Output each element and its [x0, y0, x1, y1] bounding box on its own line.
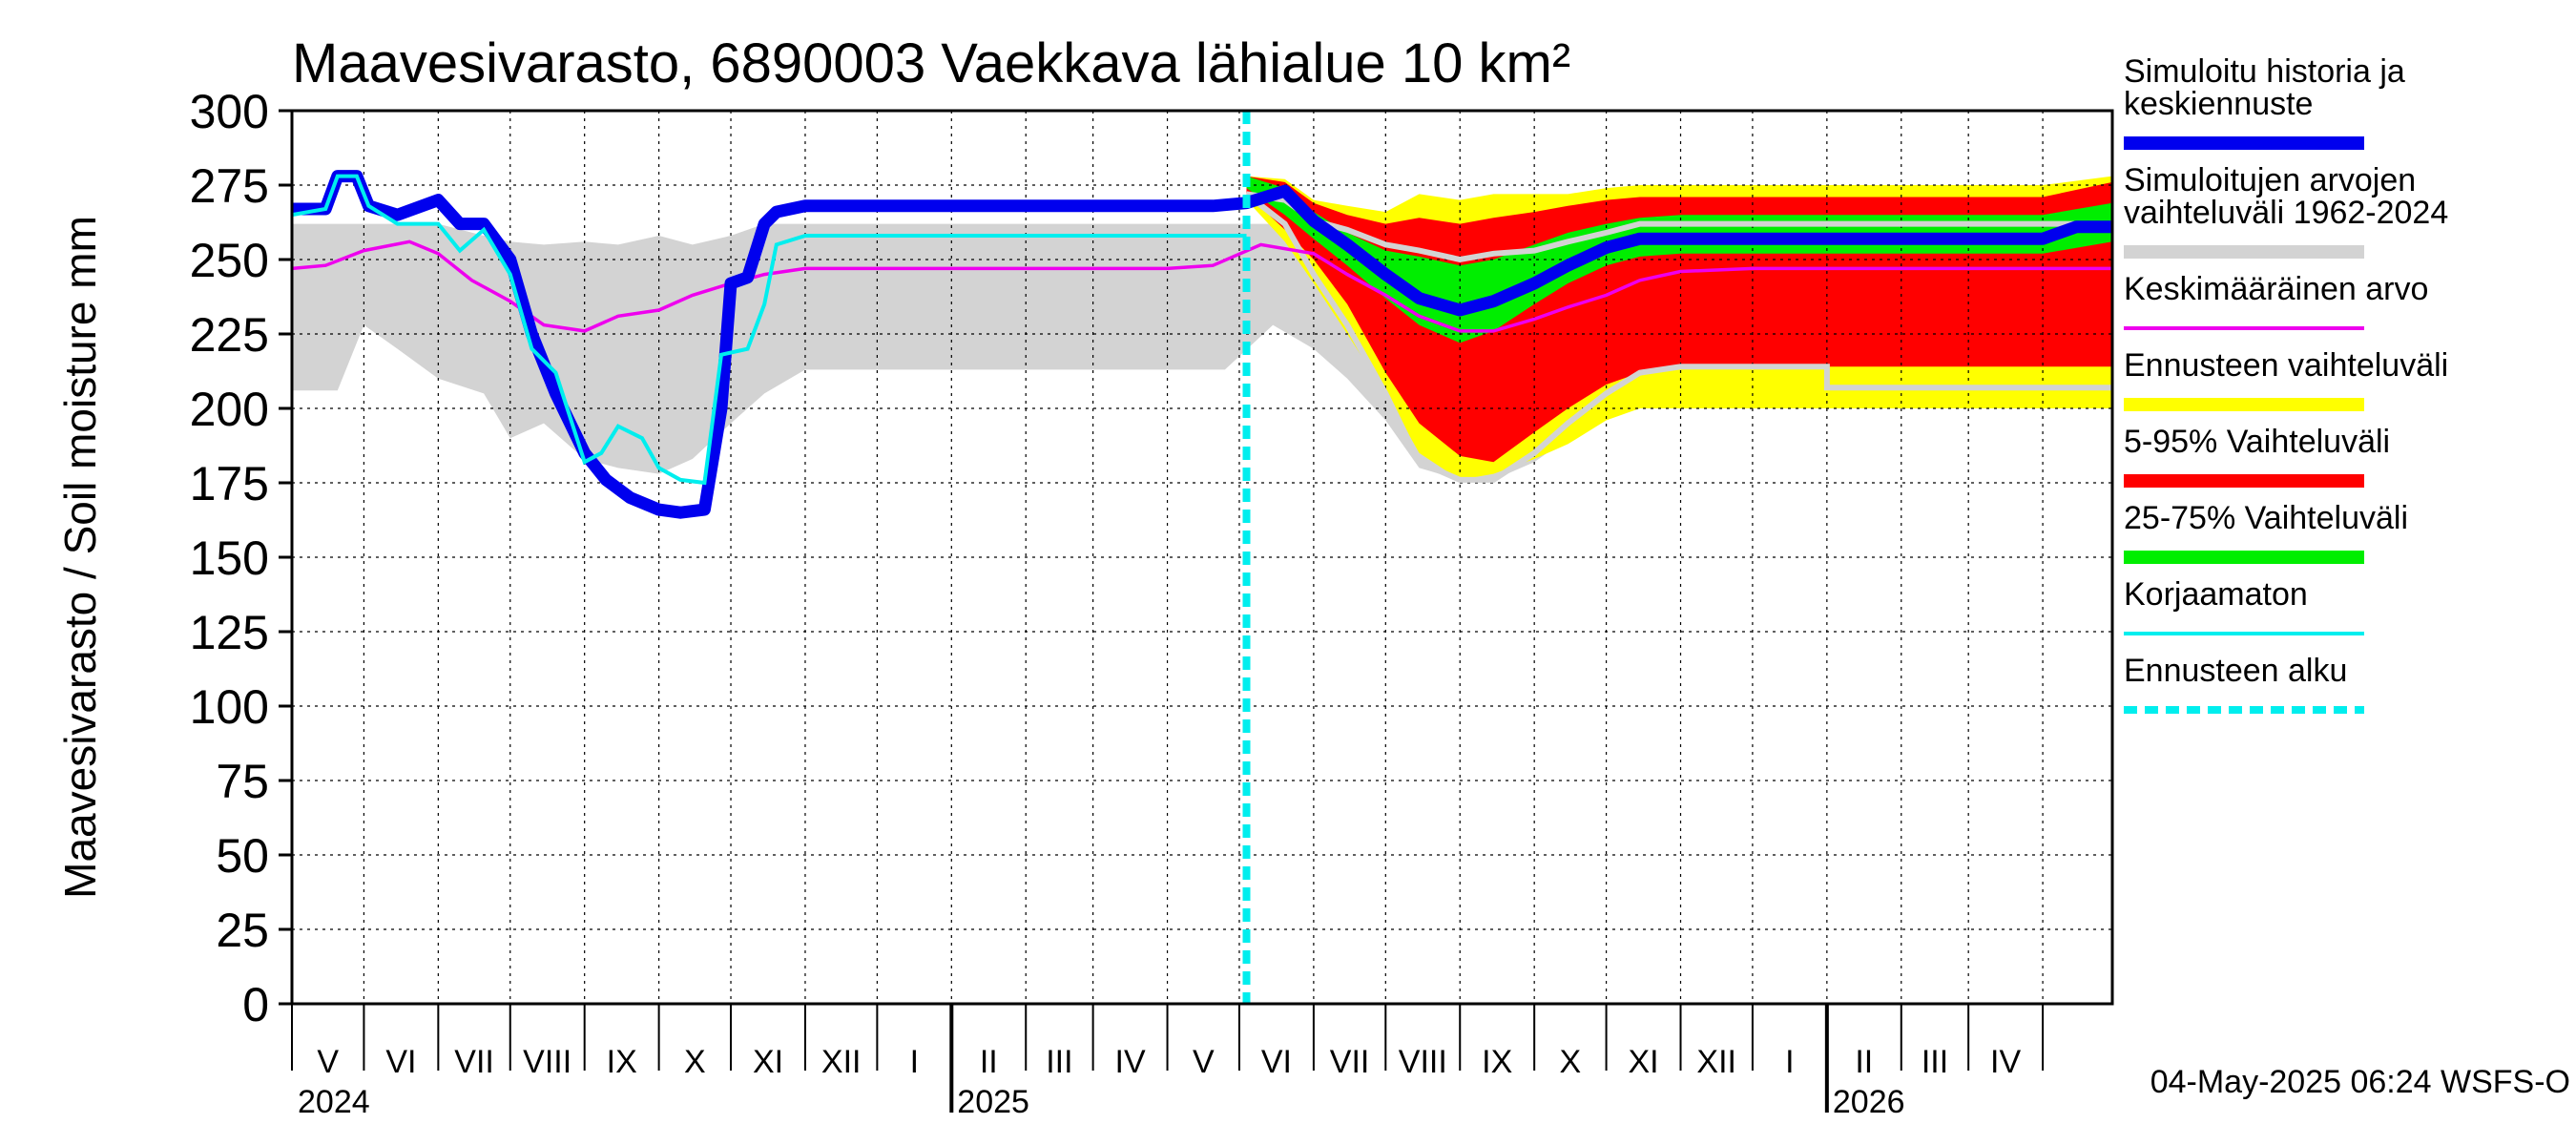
month-label: III: [1922, 1044, 1948, 1080]
month-label: XI: [753, 1044, 783, 1080]
y-tick-label: 100: [190, 680, 269, 734]
month-label: XII: [821, 1044, 862, 1080]
month-label: II: [980, 1044, 998, 1080]
y-tick-label: 125: [190, 606, 269, 659]
y-axis-label: Maavesivarasto / Soil moisture mm: [55, 216, 105, 899]
timestamp: 04-May-2025 06:24 WSFS-O: [2150, 1064, 2570, 1100]
y-tick-label: 25: [216, 904, 269, 957]
month-label: VIII: [523, 1044, 571, 1080]
month-label: VI: [1261, 1044, 1292, 1080]
chart-title: Maavesivarasto, 6890003 Vaekkava lähialu…: [292, 32, 1570, 94]
month-label: V: [317, 1044, 339, 1080]
y-tick-label: 225: [190, 308, 269, 362]
y-tick-label: 50: [216, 829, 269, 883]
year-label: 2025: [957, 1084, 1029, 1120]
legend-label: Simuloitujen arvojen: [2124, 162, 2416, 198]
month-label: I: [910, 1044, 919, 1080]
legend-label: Ennusteen vaihteluväli: [2124, 347, 2448, 384]
y-tick-label: 275: [190, 159, 269, 213]
uncorrected-line: [292, 174, 1247, 486]
y-tick-label: 200: [190, 383, 269, 436]
month-label: III: [1046, 1044, 1072, 1080]
month-label: XI: [1628, 1044, 1658, 1080]
series-lines: [292, 111, 2112, 1004]
month-label: IV: [1990, 1044, 2021, 1080]
legend-label: Simuloitu historia ja: [2124, 53, 2405, 90]
month-label: I: [1785, 1044, 1794, 1080]
month-label: X: [1560, 1044, 1582, 1080]
y-tick-label: 175: [190, 457, 269, 510]
month-label: X: [684, 1044, 706, 1080]
y-tick-label: 250: [190, 234, 269, 287]
year-label: 2024: [298, 1084, 370, 1120]
hist-range-lower-outline: [1244, 192, 2112, 483]
range-bands: [292, 176, 2112, 480]
month-label: XII: [1696, 1044, 1736, 1080]
y-tick-label: 300: [190, 85, 269, 138]
month-label: V: [1193, 1044, 1215, 1080]
grid-lines: [292, 111, 2112, 1004]
month-label: VII: [1330, 1044, 1370, 1080]
y-axis-ticks: 0 25 50 75 100 125 150 175 200 225 250 275 300: [190, 85, 292, 1031]
legend-label: keskiennuste: [2124, 86, 2313, 122]
y-tick-label: 75: [216, 755, 269, 808]
legend-label: 25-75% Vaihteluväli: [2124, 500, 2408, 536]
year-label: 2026: [1833, 1084, 1905, 1120]
simulated-line: [292, 170, 2112, 519]
y-tick-label: 0: [242, 978, 269, 1031]
y-tick-label: 150: [190, 531, 269, 585]
month-label: IV: [1115, 1044, 1146, 1080]
legend-label: Ennusteen alku: [2124, 653, 2347, 689]
x-axis: V VI VII VIII IX X XI XII I II III IV V VI VII VIII IX X X…: [291, 1004, 2045, 1120]
month-label: VI: [385, 1044, 416, 1080]
legend-label: 5-95% Vaihteluväli: [2124, 424, 2390, 460]
month-label: VII: [454, 1044, 494, 1080]
legend-label: Keskimääräinen arvo: [2124, 271, 2428, 307]
month-label: IX: [1482, 1044, 1512, 1080]
p25-75-band: [1246, 176, 2112, 344]
month-label: VIII: [1399, 1044, 1447, 1080]
month-label: II: [1855, 1044, 1873, 1080]
legend-label: Korjaamaton: [2124, 576, 2308, 613]
legend-label: vaihteluväli 1962-2024: [2124, 195, 2448, 231]
month-label: IX: [607, 1044, 637, 1080]
